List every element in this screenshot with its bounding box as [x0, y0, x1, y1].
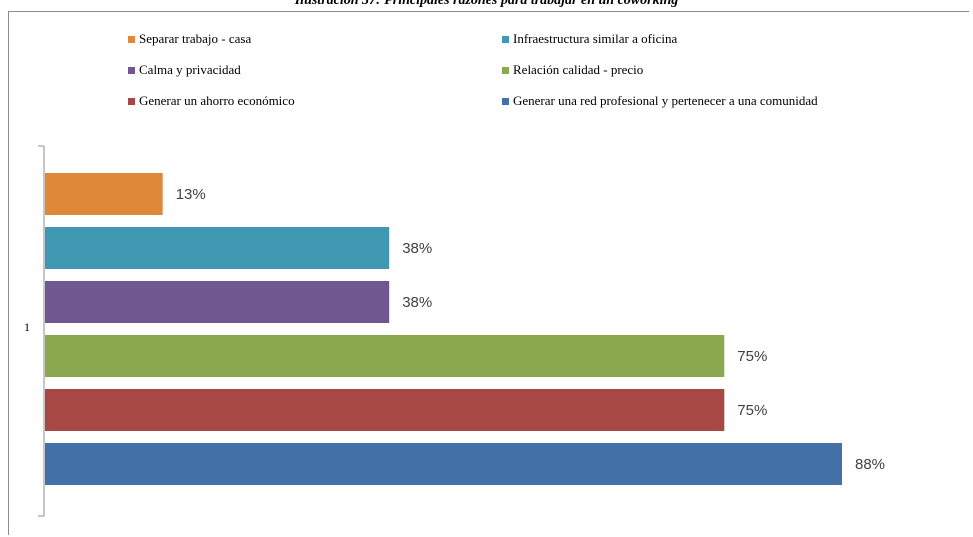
- legend-swatch: [128, 66, 135, 74]
- legend-item: Relación calidad - precio: [502, 62, 643, 78]
- legend-label: Generar una red profesional y pertenecer…: [513, 93, 818, 108]
- legend-swatch: [502, 35, 509, 43]
- legend-item: Separar trabajo - casa: [128, 31, 251, 47]
- legend-item: Calma y privacidad: [128, 62, 241, 78]
- legend-swatch: [128, 35, 135, 43]
- bar: [45, 227, 390, 269]
- legend-swatch: [502, 97, 509, 105]
- bar: [45, 173, 163, 215]
- data-label: 38%: [402, 240, 432, 257]
- legend-item: Generar una red profesional y pertenecer…: [502, 93, 818, 109]
- legend-swatch: [502, 66, 509, 74]
- legend-item: Generar un ahorro económico: [128, 93, 295, 109]
- labels-group: 13% 38% 38% 75% 75% 88% 1: [24, 186, 885, 473]
- data-label: 13%: [176, 186, 206, 203]
- legend-label: Infraestructura similar a oficina: [513, 31, 678, 46]
- category-label: 1: [24, 320, 30, 334]
- data-label: 38%: [402, 294, 432, 311]
- data-label: 75%: [737, 402, 767, 419]
- legend-label: Calma y privacidad: [139, 62, 241, 77]
- bars-group: [45, 173, 842, 485]
- bar: [45, 281, 390, 323]
- chart-caption: Ilustración 37: Principales razones para…: [294, 0, 679, 8]
- data-label: 88%: [855, 456, 885, 473]
- bar: [45, 443, 842, 485]
- bar: [45, 389, 725, 431]
- legend-label: Separar trabajo - casa: [139, 31, 252, 46]
- chart-frame: [8, 11, 969, 535]
- legend-label: Relación calidad - precio: [513, 62, 644, 77]
- data-label: 75%: [737, 348, 767, 365]
- bar: [45, 335, 725, 377]
- legend-label: Generar un ahorro económico: [139, 93, 295, 108]
- legend-item: Infraestructura similar a oficina: [502, 31, 677, 47]
- legend-swatch: [128, 97, 135, 105]
